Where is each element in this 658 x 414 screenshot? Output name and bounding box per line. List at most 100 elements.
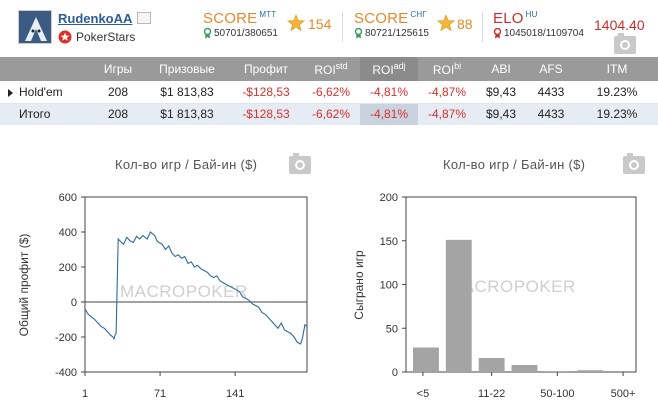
- col-header-roi-adj[interactable]: ROIadj: [360, 57, 418, 81]
- cell-profit: -$128,53: [230, 103, 302, 125]
- medal-icon: [203, 28, 212, 39]
- row-label: Итого: [0, 103, 92, 125]
- y-tick-label: -200: [55, 332, 77, 344]
- profile-header: RudenkoAA PokerStars SCORE МТТ 50701/3806…: [0, 0, 658, 56]
- cell-roi-adj: -4,81%: [360, 81, 418, 104]
- row-label: Hold'em: [19, 84, 63, 99]
- roi-sup: bi: [454, 61, 462, 71]
- score-mtt: SCORE МТТ 50701/380651: [203, 10, 278, 39]
- cell-prize: $1 813,83: [144, 103, 230, 125]
- y-tick-label: -400: [55, 367, 77, 379]
- flag-icon: [137, 12, 151, 24]
- star-icon: [287, 14, 305, 32]
- camera-icon[interactable]: [623, 153, 645, 174]
- plot-frame: [84, 196, 308, 373]
- elo-sup: HU: [525, 10, 538, 19]
- score-sng-stars: 88: [457, 16, 473, 32]
- y-ticks: 600 400 200 0 -200 -400: [55, 192, 85, 379]
- pokerstars-logo-icon: [58, 30, 72, 44]
- camera-icon[interactable]: [614, 33, 636, 54]
- y-ticks: 200 150 100 50 0: [380, 192, 406, 379]
- cell-roi-bi: -4,87%: [418, 103, 476, 125]
- score-mtt-rank: 50701/380651: [214, 28, 278, 39]
- col-header-profit[interactable]: Профит: [230, 57, 302, 81]
- bar-5-11[interactable]: [445, 239, 472, 372]
- cell-abi: $9,43: [476, 103, 526, 125]
- cell-abi: $9,43: [476, 81, 526, 104]
- cell-roi-adj: -4,81%: [360, 103, 418, 125]
- y-tick-label: 0: [71, 297, 77, 309]
- x-tick-label: 141: [226, 388, 244, 400]
- y-axis-label: Общий профит ($): [17, 234, 31, 337]
- table-header: Игры Призовые Профит ROIstd ROIadj ROIbi…: [0, 57, 658, 81]
- bar-22-50[interactable]: [511, 365, 538, 372]
- username-link[interactable]: RudenkoAA: [58, 11, 133, 26]
- y-tick-label: 150: [380, 236, 398, 248]
- divider: [482, 12, 483, 42]
- watermark-text: MACROPOKER: [120, 282, 248, 301]
- col-header-itm[interactable]: ITM: [576, 57, 658, 81]
- row-name[interactable]: Hold'em: [0, 81, 92, 104]
- cell-itm: 19.23%: [576, 81, 658, 104]
- y-tick-label: 400: [59, 227, 77, 239]
- expand-caret-icon[interactable]: [8, 88, 13, 97]
- avatar[interactable]: [18, 10, 52, 44]
- y-tick-label: 200: [380, 192, 398, 204]
- cell-afs: 4433: [526, 103, 576, 125]
- col-header: [0, 57, 92, 81]
- bar-11-22[interactable]: [478, 358, 505, 372]
- roi-label: ROI: [314, 63, 336, 77]
- roi-sup: adj: [393, 61, 406, 71]
- x-tick-label: 71: [154, 388, 166, 400]
- stats-table: Игры Призовые Профит ROIstd ROIadj ROIbi…: [0, 57, 658, 125]
- score-elo: ELO HU 1045018/1109704: [493, 10, 584, 39]
- cell-roi-bi: -4,87%: [418, 81, 476, 104]
- divider: [342, 12, 343, 42]
- medal-icon: [493, 28, 502, 39]
- bar-<5[interactable]: [413, 347, 439, 373]
- elo-label: ELO: [493, 10, 524, 27]
- bars: [413, 239, 604, 373]
- cell-games: 208: [92, 103, 144, 125]
- x-tick-label: <5: [417, 388, 430, 400]
- cell-roi-std: -6,62%: [302, 103, 360, 125]
- star-icon: [437, 14, 455, 32]
- bar-50-100[interactable]: [544, 371, 571, 372]
- roi-label: ROI: [372, 63, 394, 77]
- col-header-abi[interactable]: ABI: [476, 57, 526, 81]
- y-tick-label: 100: [380, 280, 398, 292]
- elo-rank: 1045018/1109704: [504, 28, 584, 39]
- cell-prize: $1 813,83: [144, 81, 230, 104]
- chart-title-games: Кол-во игр / Бай-ин ($): [443, 157, 586, 172]
- bar-100-500[interactable]: [577, 370, 604, 372]
- y-axis-label: Сыграно игр: [352, 250, 366, 320]
- cell-afs: 4433: [526, 81, 576, 104]
- cell-games: 208: [92, 81, 144, 104]
- cell-profit: -$128,53: [230, 81, 302, 104]
- score-sng: SCORE СНГ 80721/125615: [354, 10, 429, 39]
- col-header-roi-bi[interactable]: ROIbi: [418, 57, 476, 81]
- x-tick-label: 500+: [611, 388, 636, 400]
- y-tick-label: 50: [386, 323, 398, 335]
- medal-icon: [354, 28, 363, 39]
- x-tick-label: 1: [82, 388, 88, 400]
- table-row[interactable]: Hold'em 208 $1 813,83 -$128,53 -6,62% -4…: [0, 81, 658, 104]
- col-header-afs[interactable]: AFS: [526, 57, 576, 81]
- watermark-text: MACROPOKER: [448, 277, 576, 296]
- col-header-games[interactable]: Игры: [92, 57, 144, 81]
- score-mtt-stars: 154: [308, 16, 332, 32]
- score-mtt-sup: МТТ: [259, 10, 277, 19]
- profit-line-chart: MACROPOKER 600 400 200 0 -200 -400 1 71 141 Общ…: [17, 192, 308, 400]
- room-name: PokerStars: [76, 30, 136, 44]
- roi-label: ROI: [432, 63, 455, 77]
- col-header-roi-std[interactable]: ROIstd: [302, 57, 360, 81]
- elo-value: 1404.40: [594, 17, 645, 33]
- col-header-prize[interactable]: Призовые: [144, 57, 230, 81]
- x-tick-label: 11-22: [478, 388, 505, 400]
- camera-icon[interactable]: [289, 153, 311, 174]
- cell-roi-std: -6,62%: [302, 81, 360, 104]
- table-row-total: Итого 208 $1 813,83 -$128,53 -6,62% -4,8…: [0, 103, 658, 125]
- y-tick-label: 600: [59, 192, 77, 204]
- roi-sup: std: [335, 61, 348, 71]
